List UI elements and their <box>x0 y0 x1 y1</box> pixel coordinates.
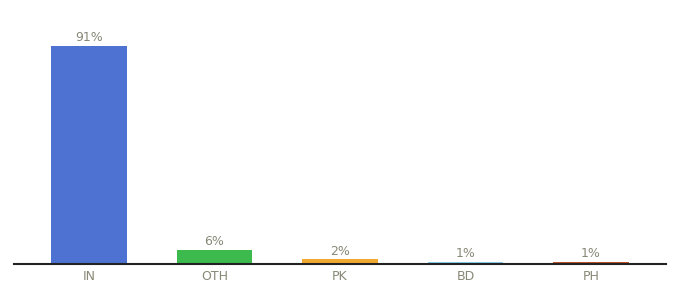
Bar <box>428 262 503 264</box>
Bar <box>177 250 252 264</box>
Text: 6%: 6% <box>205 236 224 248</box>
Text: 2%: 2% <box>330 245 350 258</box>
Text: 1%: 1% <box>456 248 475 260</box>
Text: 1%: 1% <box>581 248 601 260</box>
Bar <box>51 46 126 264</box>
Bar <box>303 259 377 264</box>
Text: 91%: 91% <box>75 32 103 44</box>
Bar <box>554 262 629 264</box>
